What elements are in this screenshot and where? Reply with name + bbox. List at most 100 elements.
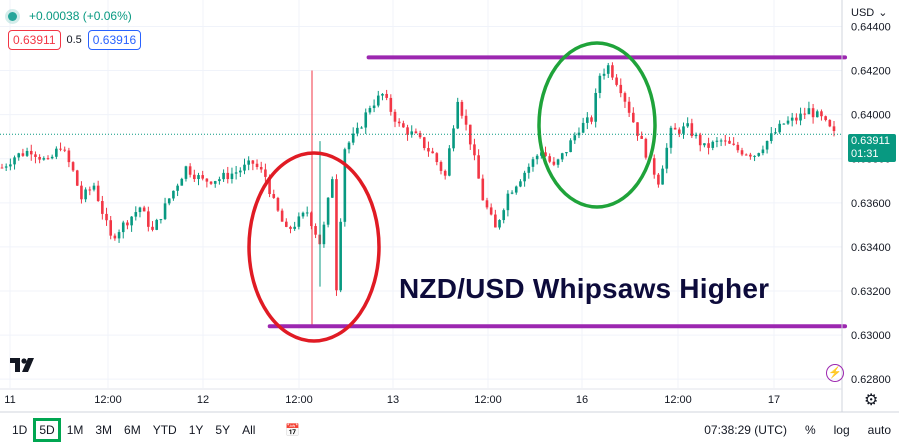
candle-body xyxy=(167,198,171,204)
candle-body xyxy=(368,108,372,113)
candle-body xyxy=(272,194,276,198)
candle-body xyxy=(544,152,547,157)
candle-body xyxy=(820,111,823,117)
candle-body xyxy=(402,123,405,128)
tradingview-logo[interactable] xyxy=(8,354,38,376)
candle-body xyxy=(732,143,735,145)
candle-body xyxy=(815,111,819,118)
candle-body xyxy=(761,149,765,154)
candle-body xyxy=(782,123,786,125)
candle-body xyxy=(376,95,380,106)
candle-body xyxy=(264,169,267,177)
chevron-down-icon: ⌄ xyxy=(878,7,888,19)
candle-body xyxy=(285,221,288,227)
candle-body xyxy=(427,148,430,152)
candle-body xyxy=(322,224,326,245)
currency-selector[interactable]: USD ⌄ xyxy=(851,6,888,20)
candle-body xyxy=(723,140,727,142)
legend-row: +0.00038 (+0.06%) xyxy=(8,6,132,26)
timeframe-button-1y[interactable]: 1Y xyxy=(188,422,204,437)
candle-body xyxy=(519,181,522,187)
timeframe-button-6m[interactable]: 6M xyxy=(124,422,141,437)
candle-body xyxy=(510,192,514,194)
candle-body xyxy=(356,127,359,134)
y-tick-label: 0.63400 xyxy=(851,242,891,254)
candle-series xyxy=(0,62,842,327)
candle-body xyxy=(523,172,526,182)
candle-body xyxy=(406,127,409,135)
candle-body xyxy=(682,126,685,134)
timeframe-button-ytd[interactable]: YTD xyxy=(152,422,177,437)
candle-body xyxy=(326,197,330,225)
candle-body xyxy=(305,212,309,214)
clock-label[interactable]: 07:38:29 (UTC) xyxy=(704,422,787,437)
price-axis: 0.644000.642000.640000.638000.636000.634… xyxy=(0,0,899,413)
candle-body xyxy=(460,101,464,116)
candle-body xyxy=(314,226,317,235)
sell-button[interactable]: 0.63911 xyxy=(8,30,61,50)
candle-body xyxy=(259,167,263,170)
buy-button[interactable]: 0.63916 xyxy=(87,30,142,50)
candle-body xyxy=(130,216,133,226)
percent-toggle[interactable]: % xyxy=(804,422,816,437)
candle-body xyxy=(172,190,175,199)
candle-body xyxy=(4,166,8,168)
calendar-icon[interactable]: 📅 xyxy=(285,422,301,437)
spread-value: 0.5 xyxy=(66,34,82,46)
candle-body xyxy=(456,101,460,129)
candle-body xyxy=(439,162,443,171)
candle-body xyxy=(828,120,832,127)
candle-body xyxy=(276,197,280,211)
candle-body xyxy=(34,154,37,157)
candle-body xyxy=(226,172,230,180)
candle-body xyxy=(9,164,12,167)
candle-body xyxy=(703,143,706,146)
candle-body xyxy=(147,211,150,227)
candle-body xyxy=(824,116,827,121)
time-axis: 11 12:00 12 12:00 13 12:00 16 12:00 17 xyxy=(0,388,842,406)
candle-body xyxy=(251,160,255,164)
candle-body xyxy=(669,127,673,148)
x-tick-label: 17 xyxy=(768,394,780,406)
candle-body xyxy=(769,133,773,141)
candle-body xyxy=(25,150,29,156)
candle-body xyxy=(234,172,238,174)
timeframe-button-all[interactable]: All xyxy=(242,422,256,437)
timeframe-button-3m[interactable]: 3M xyxy=(95,422,113,437)
gear-icon[interactable]: ⚙ xyxy=(864,392,879,409)
candle-body xyxy=(184,166,188,179)
lightning-icon[interactable]: ⚡ xyxy=(826,364,844,382)
candle-body xyxy=(611,65,614,78)
timeframe-button-1d[interactable]: 1D xyxy=(12,422,28,437)
candle-body xyxy=(63,149,67,151)
candle-body xyxy=(71,162,75,171)
candle-body xyxy=(698,134,702,146)
auto-toggle[interactable]: auto xyxy=(867,422,891,437)
candle-body xyxy=(481,178,485,201)
timeframe-button-5d[interactable]: 5D xyxy=(33,417,61,442)
candle-body xyxy=(799,113,802,121)
ellipse-drawing xyxy=(537,41,657,209)
x-tick-label: 13 xyxy=(387,394,399,406)
timeframe-button-5y[interactable]: 5Y xyxy=(215,422,231,437)
candle-body xyxy=(586,117,589,123)
candle-body xyxy=(113,235,117,239)
candle-body xyxy=(163,203,167,220)
candle-body xyxy=(230,173,234,180)
candle-body xyxy=(615,77,618,85)
candle-body xyxy=(632,112,635,123)
timeframe-button-1m[interactable]: 1M xyxy=(66,422,84,437)
candle-body xyxy=(280,210,284,222)
candle-body xyxy=(381,93,384,96)
candle-body xyxy=(719,140,723,142)
candle-body xyxy=(335,179,338,291)
candle-body xyxy=(109,220,113,236)
candle-body xyxy=(105,213,108,221)
candle-body xyxy=(728,140,731,144)
candle-body xyxy=(88,189,92,191)
candle-body xyxy=(50,156,54,159)
candle-body xyxy=(247,160,250,165)
candle-body xyxy=(652,158,656,175)
log-toggle[interactable]: log xyxy=(833,422,850,437)
